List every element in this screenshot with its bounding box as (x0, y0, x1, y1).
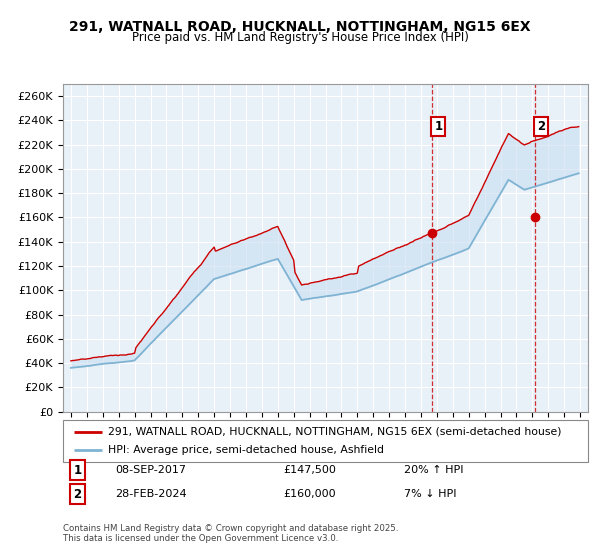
Text: 1: 1 (74, 464, 82, 477)
Text: Contains HM Land Registry data © Crown copyright and database right 2025.
This d: Contains HM Land Registry data © Crown c… (63, 524, 398, 543)
Text: £147,500: £147,500 (284, 465, 337, 475)
Text: 20% ↑ HPI: 20% ↑ HPI (404, 465, 464, 475)
Text: 2: 2 (74, 488, 82, 501)
Text: Price paid vs. HM Land Registry's House Price Index (HPI): Price paid vs. HM Land Registry's House … (131, 31, 469, 44)
FancyBboxPatch shape (63, 420, 588, 462)
Text: 291, WATNALL ROAD, HUCKNALL, NOTTINGHAM, NG15 6EX: 291, WATNALL ROAD, HUCKNALL, NOTTINGHAM,… (69, 20, 531, 34)
Text: 291, WATNALL ROAD, HUCKNALL, NOTTINGHAM, NG15 6EX (semi-detached house): 291, WATNALL ROAD, HUCKNALL, NOTTINGHAM,… (107, 427, 561, 437)
Text: 2: 2 (537, 120, 545, 133)
Text: 08-SEP-2017: 08-SEP-2017 (115, 465, 187, 475)
Text: 1: 1 (434, 120, 442, 133)
Text: £160,000: £160,000 (284, 489, 336, 500)
Text: 7% ↓ HPI: 7% ↓ HPI (404, 489, 457, 500)
Text: HPI: Average price, semi-detached house, Ashfield: HPI: Average price, semi-detached house,… (107, 445, 383, 455)
Text: 28-FEB-2024: 28-FEB-2024 (115, 489, 187, 500)
